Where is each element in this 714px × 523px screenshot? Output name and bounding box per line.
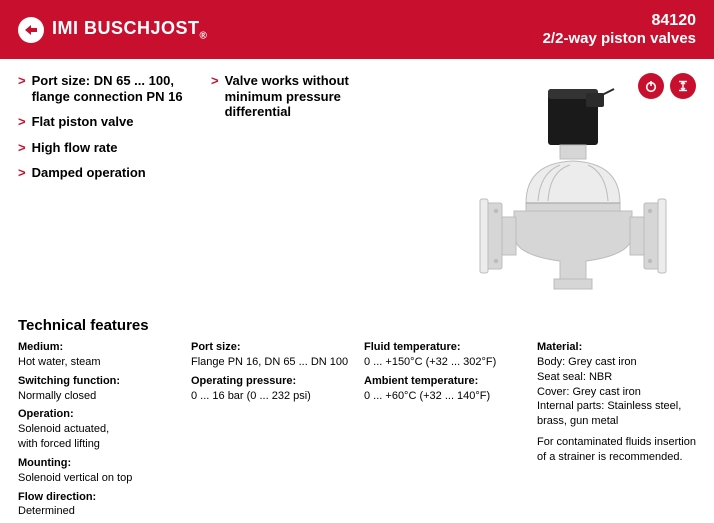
tech-col-1: Medium:Hot water, steam Switching functio… xyxy=(18,340,177,523)
tech-value: Body: Grey cast ironSeat seal: NBRCover:… xyxy=(537,355,696,429)
badge-row xyxy=(638,73,696,99)
feature-item: >Port size: DN 65 ... 100, flange connec… xyxy=(18,73,193,104)
tech-label: Operation: xyxy=(18,407,177,422)
product-image xyxy=(389,83,696,303)
feature-text: Port size: DN 65 ... 100, flange connect… xyxy=(32,73,193,104)
tech-label: Ambient temperature: xyxy=(364,374,523,389)
image-col xyxy=(389,73,696,303)
content-area: >Port size: DN 65 ... 100, flange connec… xyxy=(0,59,714,311)
tech-col-3: Fluid temperature:0 ... +150°C (+32 ... … xyxy=(364,340,523,523)
header-bar: IMI BUSCHJOST® 84120 2/2-way piston valv… xyxy=(0,0,714,59)
feature-text: Valve works without minimum pressure dif… xyxy=(225,73,371,120)
tech-label: Medium: xyxy=(18,340,177,355)
tech-value: 0 ... 16 bar (0 ... 232 psi) xyxy=(191,389,350,404)
tech-label: Operating pressure: xyxy=(191,374,350,389)
feature-item: >Valve works without minimum pressure di… xyxy=(211,73,371,120)
tech-value: Solenoid actuated,with forced lifting xyxy=(18,422,177,452)
tech-col-4: Material:Body: Grey cast ironSeat seal: … xyxy=(537,340,696,523)
tech-value: 0 ... +60°C (+32 ... 140°F) xyxy=(364,389,523,404)
tech-label: Switching function: xyxy=(18,374,177,389)
product-subtitle: 2/2-way piston valves xyxy=(543,30,696,47)
tech-value: Normally closed xyxy=(18,389,177,404)
brand-name: IMI BUSCHJOST® xyxy=(52,18,207,42)
chevron-icon: > xyxy=(18,73,26,104)
tech-title: Technical features xyxy=(18,317,696,334)
tech-value: Determined xyxy=(18,504,177,519)
technical-features: Technical features Medium:Hot water, ste… xyxy=(0,311,714,523)
features-col-2: >Valve works without minimum pressure di… xyxy=(211,73,371,303)
power-icon xyxy=(638,73,664,99)
tech-value: Flange PN 16, DN 65 ... DN 100 xyxy=(191,355,350,370)
tech-note: For contaminated fluids insertion of a s… xyxy=(537,435,696,465)
tech-label: Mounting: xyxy=(18,456,177,471)
tech-value: Solenoid vertical on top xyxy=(18,471,177,486)
chevron-icon: > xyxy=(18,114,26,130)
model-number: 84120 xyxy=(543,12,696,30)
brand-block: IMI BUSCHJOST® xyxy=(18,17,207,43)
header-right: 84120 2/2-way piston valves xyxy=(543,12,696,47)
tech-label: Port size: xyxy=(191,340,350,355)
tech-label: Flow direction: xyxy=(18,490,177,505)
brand-logo-icon xyxy=(18,17,44,43)
tech-columns: Medium:Hot water, steam Switching functio… xyxy=(18,340,696,523)
chevron-icon: > xyxy=(18,165,26,181)
feature-item: > Damped operation xyxy=(18,165,193,181)
chevron-icon: > xyxy=(18,140,26,156)
feature-item: > Flat piston valve xyxy=(18,114,193,130)
feature-text: Damped operation xyxy=(32,165,146,181)
feature-text: High flow rate xyxy=(32,140,118,156)
tech-label: Fluid temperature: xyxy=(364,340,523,355)
tech-value: 0 ... +150°C (+32 ... 302°F) xyxy=(364,355,523,370)
height-icon xyxy=(670,73,696,99)
feature-item: > High flow rate xyxy=(18,140,193,156)
tech-label: Material: xyxy=(537,340,696,355)
tech-col-2: Port size:Flange PN 16, DN 65 ... DN 100… xyxy=(191,340,350,523)
feature-text: Flat piston valve xyxy=(32,114,134,130)
tech-value: Hot water, steam xyxy=(18,355,177,370)
features-col-1: >Port size: DN 65 ... 100, flange connec… xyxy=(18,73,193,303)
chevron-icon: > xyxy=(211,73,219,120)
